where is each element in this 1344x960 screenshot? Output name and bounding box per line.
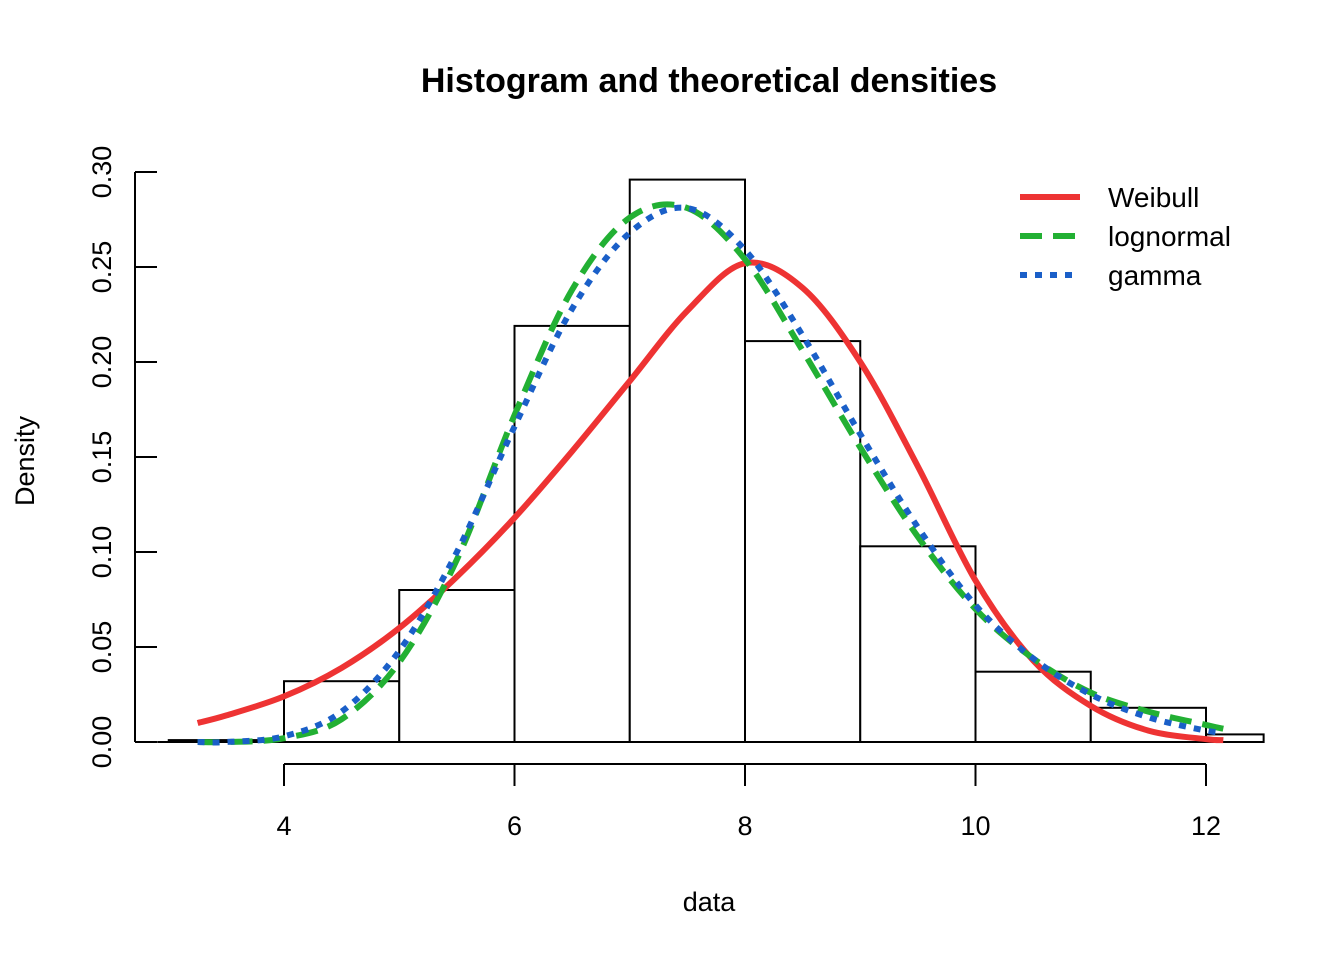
x-tick-label: 6 (507, 811, 522, 841)
density-curve-gamma (197, 204, 1224, 746)
y-axis-label: Density (10, 415, 40, 506)
legend-label-weibull: Weibull (1108, 182, 1199, 213)
x-tick-label: 8 (737, 811, 752, 841)
legend-label-gamma: gamma (1108, 260, 1202, 291)
histogram-bar (744, 340, 862, 743)
histogram-bar (628, 178, 746, 744)
y-tick-label: 0.00 (87, 716, 117, 769)
density-curves (196, 201, 1224, 746)
legend: Weibull lognormal gamma (1020, 182, 1231, 291)
chart-title: Histogram and theoretical densities (421, 62, 997, 100)
legend-label-lognormal: lognormal (1108, 221, 1231, 252)
x-tick-label: 4 (276, 811, 291, 841)
y-axis: 0.00 0.05 0.10 0.15 0.20 0.25 0.30 (87, 146, 157, 769)
density-curve-weibull (196, 259, 1224, 744)
y-tick-label: 0.25 (87, 241, 117, 294)
y-tick-label: 0.20 (87, 336, 117, 389)
histogram-bars (157, 178, 1265, 744)
x-axis-label: data (683, 887, 737, 917)
y-tick-label: 0.30 (87, 146, 117, 199)
y-tick-label: 0.15 (87, 431, 117, 484)
y-tick-label: 0.05 (87, 621, 117, 674)
histogram-bar (859, 545, 977, 743)
density-curve-lognormal (197, 201, 1224, 746)
y-tick-label: 0.10 (87, 526, 117, 579)
x-tick-label: 12 (1191, 811, 1221, 841)
x-axis: 4 6 8 10 12 (276, 763, 1221, 841)
x-tick-label: 10 (960, 811, 990, 841)
